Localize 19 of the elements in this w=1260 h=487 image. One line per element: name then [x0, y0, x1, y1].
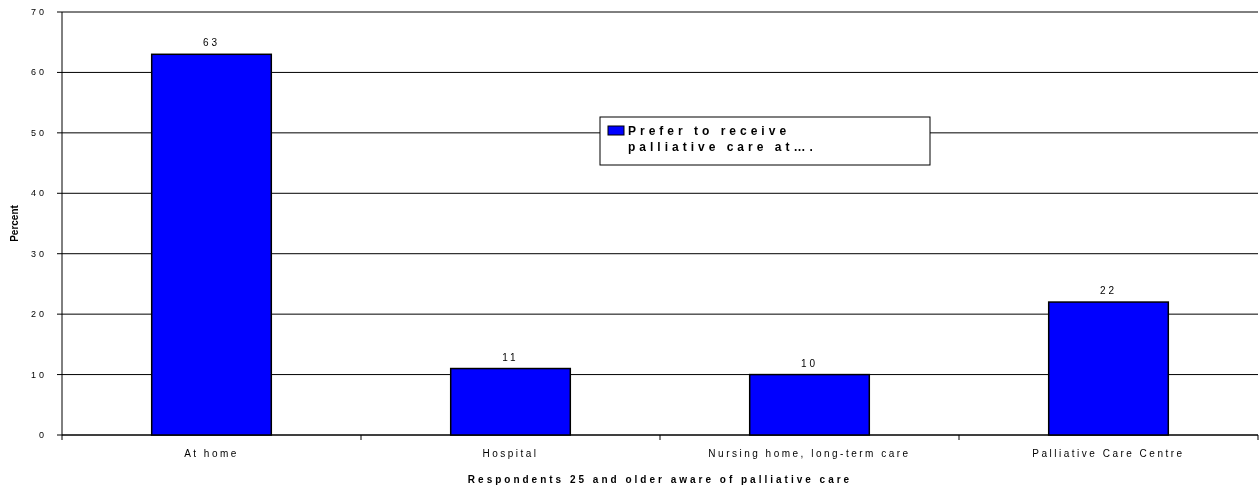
data-label: 10 — [800, 357, 819, 369]
data-label: 22 — [1099, 285, 1118, 297]
y-tick-label: 10 — [30, 369, 47, 380]
x-tick-label: Nursing home, long-term care — [708, 448, 911, 459]
data-label: 63 — [202, 37, 221, 49]
y-axis-title: Percent — [9, 204, 20, 242]
y-tick-label: 20 — [30, 309, 47, 320]
y-tick-label: 30 — [30, 248, 47, 259]
y-tick-label: 0 — [38, 430, 47, 440]
data-label: 11 — [502, 351, 519, 363]
y-tick-label: 60 — [30, 67, 47, 78]
y-tick-label: 70 — [30, 7, 47, 17]
y-tick-label: 50 — [30, 127, 47, 138]
x-tick-label: Palliative Care Centre — [1032, 448, 1185, 459]
legend-label: Prefer to receive palliative care at…. — [628, 124, 817, 154]
x-tick-label: Hospital — [482, 448, 539, 459]
x-axis-title: Respondents 25 and older aware of palliative care — [467, 474, 853, 485]
x-tick-label: At home — [184, 448, 239, 459]
y-tick-label: 40 — [30, 188, 47, 199]
